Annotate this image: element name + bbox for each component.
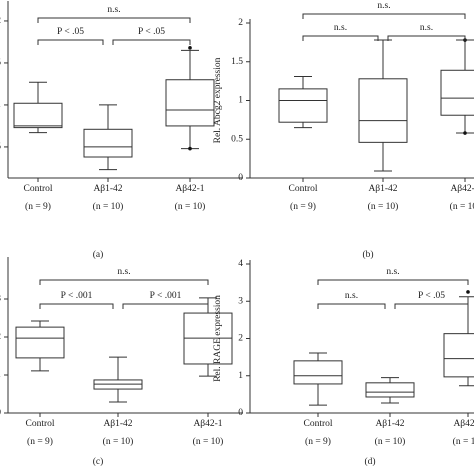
x-tick-label: Aβ1-42 xyxy=(103,419,132,429)
box xyxy=(278,88,328,123)
annotation: n.s. xyxy=(386,267,399,277)
group-size: (n = 10) xyxy=(368,201,399,212)
annotation: n.s. xyxy=(117,267,130,277)
x-tick-label: Aβ42-1 xyxy=(450,184,474,194)
x-tick-label: Aβ42-1 xyxy=(453,419,474,429)
bracket xyxy=(387,35,466,41)
y-tick-label: 0 xyxy=(238,173,243,183)
box xyxy=(83,128,133,158)
panel-label: (c) xyxy=(93,456,104,467)
y-tick-label: 1.5 xyxy=(0,58,1,68)
annotation: P < .05 xyxy=(418,291,445,301)
annotation: P < .001 xyxy=(150,291,182,301)
annotation: n.s. xyxy=(107,5,120,15)
y-tick-label: 0 xyxy=(238,408,243,418)
group-size: (n = 10) xyxy=(103,436,134,447)
group-size: (n = 10) xyxy=(193,436,224,447)
annotation: n.s. xyxy=(345,291,358,301)
y-axis-label: Rel. Abcg2 expression xyxy=(213,57,223,143)
group-size: (n = 10) xyxy=(375,436,406,447)
y-axis-label: Rel. RAGE expression xyxy=(213,295,223,382)
group-size: (n = 10) xyxy=(450,201,474,212)
y-tick-label: 1 xyxy=(0,370,1,380)
box xyxy=(15,326,65,359)
bracket xyxy=(302,13,466,19)
x-tick-label: Control xyxy=(303,419,332,429)
x-tick-label: Control xyxy=(288,184,317,194)
outlier xyxy=(463,131,467,135)
bracket xyxy=(317,303,386,309)
group-size: (n = 9) xyxy=(25,201,51,212)
group-size: (n = 10) xyxy=(93,201,124,212)
y-tick-label: 0 xyxy=(0,408,1,418)
y-tick-label: 2 xyxy=(0,332,1,342)
y-tick-label: 0.5 xyxy=(231,134,243,144)
y-tick-label: 1.5 xyxy=(231,57,243,67)
box xyxy=(440,69,474,116)
box xyxy=(365,382,415,398)
bracket xyxy=(394,303,469,309)
annotation: P < .05 xyxy=(138,27,165,37)
x-tick-label: Control xyxy=(23,184,52,194)
panel-label: (d) xyxy=(364,456,375,467)
annotation: P < .05 xyxy=(57,27,84,37)
outlier xyxy=(466,290,470,294)
y-tick-label: 3 xyxy=(238,296,243,306)
x-tick-label: Aβ42-1 xyxy=(193,419,222,429)
annotation: P < .001 xyxy=(61,291,93,301)
y-tick-label: 1 xyxy=(238,371,243,381)
annotation: n.s. xyxy=(334,23,347,33)
bracket xyxy=(112,39,191,45)
group-size: (n = 9) xyxy=(27,436,53,447)
box xyxy=(13,102,63,129)
x-tick-label: Aβ1-42 xyxy=(368,184,397,194)
bracket xyxy=(302,35,379,41)
annotation: n.s. xyxy=(377,1,390,11)
panel-label: (b) xyxy=(362,249,373,260)
bracket xyxy=(122,303,209,309)
y-tick-label: 4 xyxy=(238,259,243,269)
bracket xyxy=(37,39,104,45)
outlier xyxy=(188,46,192,50)
y-tick-label: 0.5 xyxy=(0,142,1,152)
x-tick-label: Control xyxy=(25,419,54,429)
annotation: n.s. xyxy=(420,23,433,33)
group-size: (n = 9) xyxy=(305,436,331,447)
x-tick-label: Aβ1-42 xyxy=(375,419,404,429)
panel-label: (a) xyxy=(93,249,104,260)
group-size: (n = 9) xyxy=(290,201,316,212)
box xyxy=(443,333,474,378)
box xyxy=(165,79,215,127)
group-size: (n = 10) xyxy=(175,201,206,212)
bracket xyxy=(39,303,114,309)
bracket xyxy=(37,17,191,23)
y-tick-label: 3 xyxy=(0,294,1,304)
y-tick-label: 2 xyxy=(238,18,243,28)
box xyxy=(358,78,408,143)
outlier xyxy=(188,146,192,151)
y-tick-label: 1 xyxy=(238,96,243,106)
y-tick-label: 2 xyxy=(0,16,1,26)
y-tick-label: 1 xyxy=(0,100,1,110)
bracket xyxy=(317,279,469,285)
x-tick-label: Aβ42-1 xyxy=(175,184,204,194)
bracket xyxy=(39,279,209,285)
box xyxy=(293,360,343,385)
x-tick-label: Aβ1-42 xyxy=(93,184,122,194)
y-tick-label: 2 xyxy=(238,334,243,344)
group-size: (n = 10) xyxy=(453,436,474,447)
